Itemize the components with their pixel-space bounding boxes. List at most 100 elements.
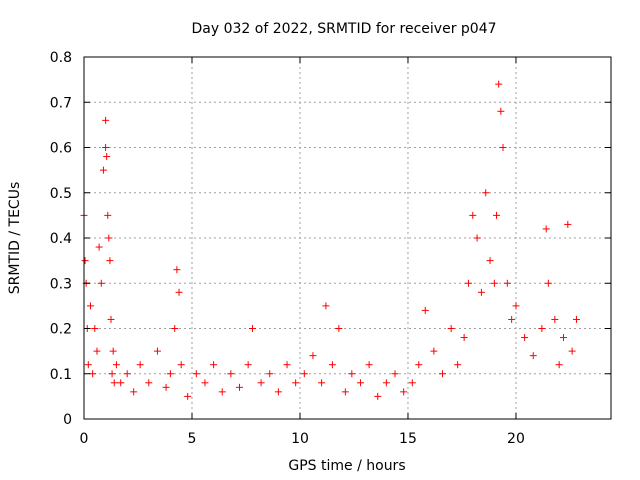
data-point — [283, 361, 291, 369]
chart-title: Day 032 of 2022, SRMTID for receiver p04… — [191, 21, 496, 37]
data-point — [104, 211, 112, 219]
data-point — [542, 225, 550, 233]
data-point — [110, 379, 118, 387]
data-point — [292, 379, 300, 387]
x-tick-label: 0 — [80, 431, 89, 447]
data-point — [257, 379, 265, 387]
data-point — [555, 361, 563, 369]
data-point — [499, 144, 507, 151]
data-point — [105, 234, 113, 242]
data-point — [464, 279, 472, 287]
data-point — [473, 234, 481, 242]
data-point — [99, 166, 107, 174]
data-point — [236, 383, 244, 391]
data-point — [93, 347, 101, 355]
data-point — [408, 379, 416, 387]
data-point — [365, 361, 373, 369]
data-points — [80, 80, 580, 400]
data-point — [91, 325, 99, 332]
y-tick-label: 0.5 — [50, 186, 72, 202]
data-point — [166, 370, 174, 378]
data-point — [495, 80, 503, 88]
data-point — [335, 325, 343, 332]
y-axis-label: SRMTID / TECUs — [7, 182, 23, 295]
data-point — [486, 257, 494, 265]
data-point — [89, 370, 97, 378]
y-tick-label: 0.1 — [50, 367, 72, 383]
data-point — [201, 379, 209, 387]
data-point — [244, 361, 252, 369]
data-point — [538, 325, 546, 332]
data-point — [117, 379, 125, 387]
data-point — [300, 370, 308, 378]
data-point — [102, 116, 110, 124]
data-point — [266, 370, 274, 378]
data-point — [439, 370, 447, 378]
data-point — [162, 383, 170, 391]
data-point — [503, 279, 511, 287]
data-point — [102, 144, 110, 151]
data-point — [184, 392, 192, 400]
data-point — [84, 361, 92, 369]
data-point — [136, 361, 144, 369]
data-point — [497, 107, 505, 115]
data-point — [391, 370, 399, 378]
x-tick-label: 5 — [188, 431, 197, 447]
data-point — [521, 334, 529, 342]
data-point — [529, 352, 537, 360]
data-point — [477, 288, 485, 296]
y-tick-label: 0.2 — [50, 322, 72, 338]
data-point — [430, 347, 438, 355]
data-point — [145, 379, 153, 387]
data-point — [512, 302, 520, 310]
data-point — [318, 379, 326, 387]
data-point — [415, 361, 423, 369]
grid — [84, 57, 611, 419]
y-tick-label: 0.8 — [50, 50, 72, 66]
data-point — [97, 279, 105, 287]
data-point — [108, 370, 116, 378]
data-point — [109, 347, 117, 355]
data-point — [107, 315, 115, 323]
y-tick-label: 0.7 — [50, 95, 72, 111]
data-point — [218, 388, 226, 396]
data-point — [86, 302, 94, 310]
data-point — [493, 211, 501, 219]
data-point — [171, 325, 179, 332]
data-point — [508, 315, 516, 323]
data-point — [153, 347, 161, 355]
data-point — [374, 392, 382, 400]
data-point — [103, 153, 111, 161]
data-point — [173, 266, 181, 274]
data-point — [227, 370, 235, 378]
x-tick-label: 10 — [291, 431, 309, 447]
axis-ticks: 0 0.1 0.2 0.3 0.4 0.5 0.6 0.7 0.8 0 5 10 15 20 — [50, 50, 611, 447]
data-point — [447, 325, 455, 332]
x-axis-label: GPS time / hours — [288, 458, 405, 474]
data-point — [490, 279, 498, 287]
data-point — [81, 257, 89, 265]
data-point — [356, 379, 364, 387]
data-point — [568, 347, 576, 355]
data-point — [274, 388, 282, 396]
plot-frame — [83, 56, 612, 420]
data-point — [322, 302, 330, 310]
data-point — [210, 361, 218, 369]
data-point — [175, 288, 183, 296]
data-point — [551, 315, 559, 323]
data-point — [348, 370, 356, 378]
data-point — [382, 379, 390, 387]
y-tick-label: 0.6 — [50, 141, 72, 157]
data-point — [248, 325, 256, 332]
data-point — [106, 257, 114, 265]
data-point — [112, 361, 120, 369]
data-point — [559, 334, 567, 342]
data-point — [341, 388, 349, 396]
y-tick-label: 0.3 — [50, 276, 72, 292]
data-point — [123, 370, 131, 378]
y-tick-label: 0 — [63, 412, 72, 428]
data-point — [328, 361, 336, 369]
data-point — [460, 334, 468, 342]
